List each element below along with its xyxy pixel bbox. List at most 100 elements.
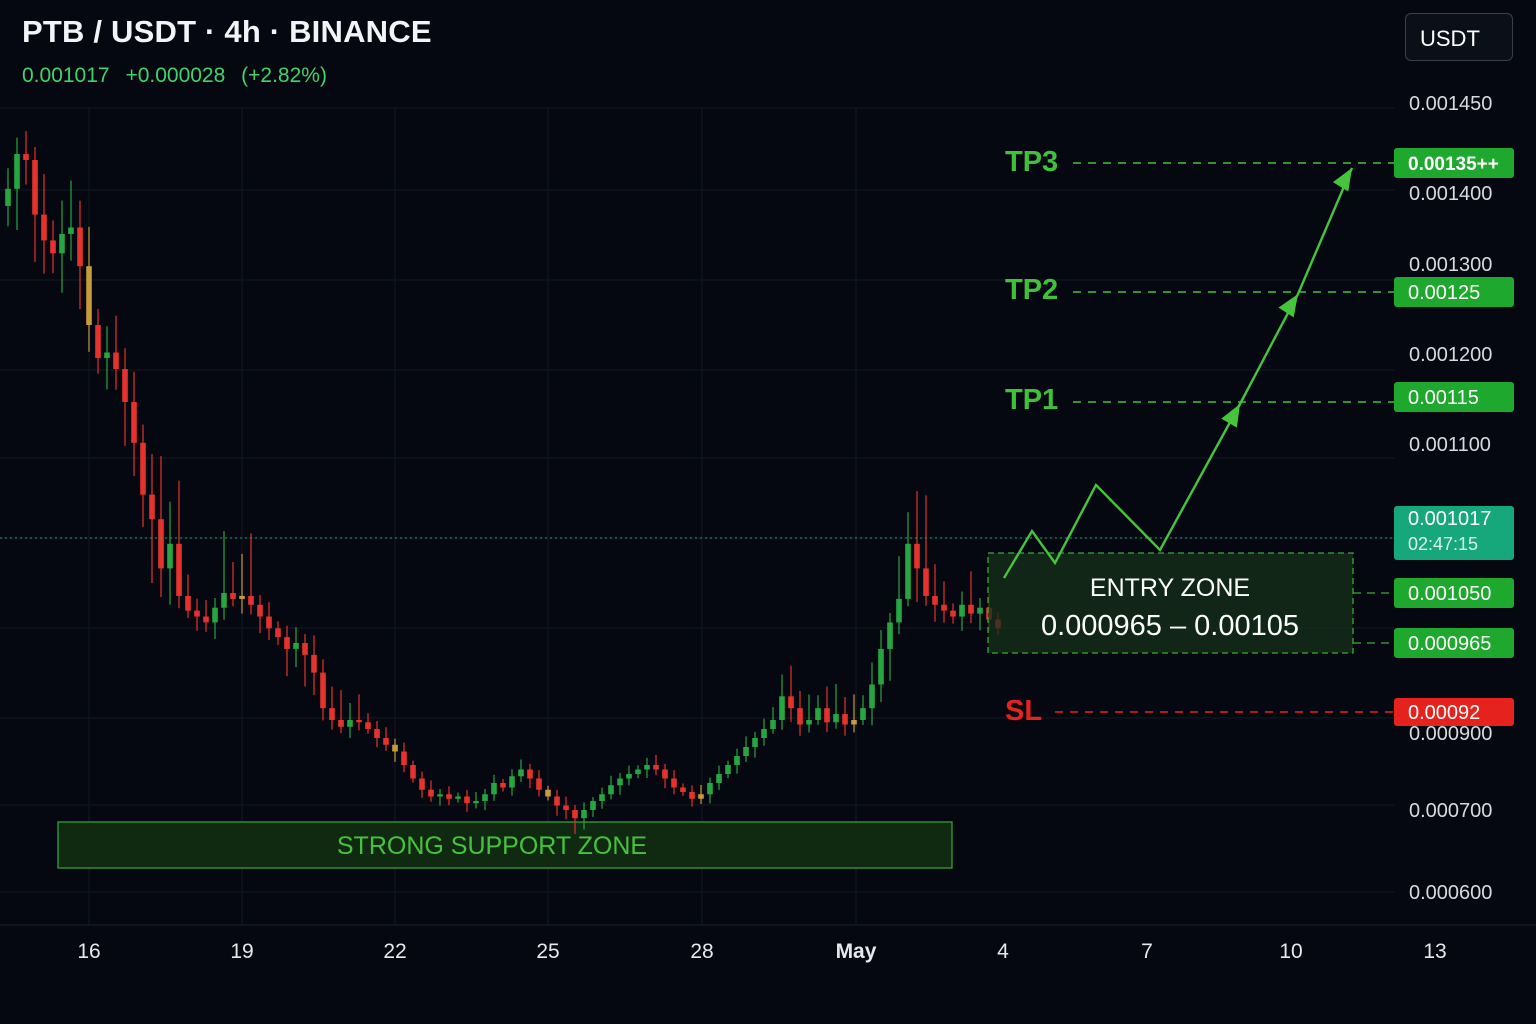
candle-body (338, 720, 344, 727)
candle-body (104, 352, 110, 358)
x-tick-label: 7 (1141, 940, 1153, 963)
candle-body (824, 708, 830, 723)
candle-body (905, 543, 911, 599)
candle-body (860, 708, 866, 720)
candle-body (5, 188, 11, 206)
candle-body (203, 616, 209, 623)
candle-body (977, 607, 983, 614)
x-tick-label: 10 (1279, 940, 1302, 963)
price-badges: 0.00135++ 0.00125 0.00115 0.001017 02:47:15 0… (1394, 148, 1514, 726)
badge-current-text: 0.001017 (1408, 508, 1491, 530)
candle-body (212, 607, 218, 623)
time-axis: 16 19 22 25 28 May 4 7 10 13 (77, 940, 1446, 963)
candle-body (428, 789, 434, 797)
currency-button[interactable]: USDT (1405, 13, 1513, 61)
candle-body (50, 240, 56, 254)
candle-body (365, 722, 371, 729)
candle-body (662, 769, 668, 779)
badge-entry-low-text: 0.000965 (1408, 633, 1491, 655)
candle-body (680, 787, 686, 792)
candle-body (320, 672, 326, 709)
candle-body (923, 568, 929, 596)
candle-body (356, 720, 362, 723)
candle-body (896, 598, 902, 623)
y-tick-label: 0.001450 (1409, 93, 1492, 115)
y-tick-label: 0.000600 (1409, 882, 1492, 904)
x-tick-label: 4 (997, 940, 1009, 963)
badge-tp1-text: 0.00115 (1408, 387, 1479, 409)
projection-line (1002, 167, 1354, 579)
candle-body (455, 796, 461, 799)
candle-body (14, 154, 20, 189)
candle-body (734, 756, 740, 765)
level-label-tp2: TP2 (1005, 274, 1058, 306)
badge-current-bg (1394, 506, 1514, 560)
candle-body (176, 543, 182, 596)
badge-tp1-bg (1394, 382, 1514, 412)
candle-body (968, 604, 974, 614)
support-zone-label: STRONG SUPPORT ZONE (337, 832, 647, 860)
candle-body (419, 778, 425, 790)
projection-arrowhead (1221, 404, 1240, 428)
candle-body (149, 494, 155, 520)
candle-body (599, 794, 605, 801)
badge-entry-low-bg (1394, 628, 1514, 658)
candle-body (833, 714, 839, 723)
badge-sl-bg (1394, 698, 1514, 726)
candle-body (68, 227, 74, 234)
x-tick-label: May (836, 940, 877, 963)
candle-body (518, 769, 524, 777)
candle-body (788, 696, 794, 709)
price-change-pct: (+2.82%) (241, 64, 327, 87)
candle-body (473, 801, 479, 804)
candle-body (653, 765, 659, 770)
y-tick-label: 0.001200 (1409, 344, 1492, 366)
candle-body (122, 369, 128, 402)
candle-body (725, 765, 731, 774)
y-tick-label: 0.001300 (1409, 254, 1492, 276)
candle-body (761, 729, 767, 738)
candle-body (95, 325, 101, 358)
candle-body (437, 794, 443, 797)
candle-body (266, 616, 272, 629)
candle-body (311, 654, 317, 673)
candle-body (464, 796, 470, 804)
candle-body (500, 783, 506, 788)
candle-body (491, 783, 497, 795)
candle-body (590, 801, 596, 810)
candle-body (797, 708, 803, 725)
price-change: +0.000028 (125, 64, 226, 87)
candle-body (878, 648, 884, 685)
candle-body (401, 751, 407, 765)
badge-entry-high-bg (1394, 578, 1514, 608)
candle-body (581, 810, 587, 819)
entry-zone: ENTRY ZONE 0.000965 – 0.00105 (987, 552, 1395, 654)
badge-tp3-bg (1394, 148, 1514, 178)
candle-body (842, 714, 848, 725)
candles (5, 131, 1001, 835)
candle-body (32, 160, 38, 215)
candle-body (131, 402, 137, 443)
candle-body (941, 604, 947, 611)
candle-body (806, 720, 812, 725)
candle-body (779, 696, 785, 720)
candle-body (527, 769, 533, 779)
price-quote: 0.001017 +0.000028 (+2.82%) (22, 64, 337, 88)
candle-body (869, 684, 875, 709)
candle-body (545, 789, 551, 797)
level-label-tp1: TP1 (1005, 384, 1058, 416)
x-tick-label: 19 (230, 940, 253, 963)
y-tick-label: 0.000700 (1409, 800, 1492, 822)
badge-entry-high-text: 0.001050 (1408, 583, 1491, 605)
level-label-sl: SL (1005, 695, 1042, 727)
candle-body (851, 720, 857, 725)
candle-body (158, 519, 164, 569)
candle-body (959, 604, 965, 617)
candle-body (707, 783, 713, 795)
x-tick-label: 25 (536, 940, 559, 963)
candle-body (932, 595, 938, 605)
candle-body (194, 610, 200, 617)
entry-zone-range: 0.000965 – 0.00105 (1041, 610, 1299, 642)
badge-tp2-bg (1394, 277, 1514, 307)
